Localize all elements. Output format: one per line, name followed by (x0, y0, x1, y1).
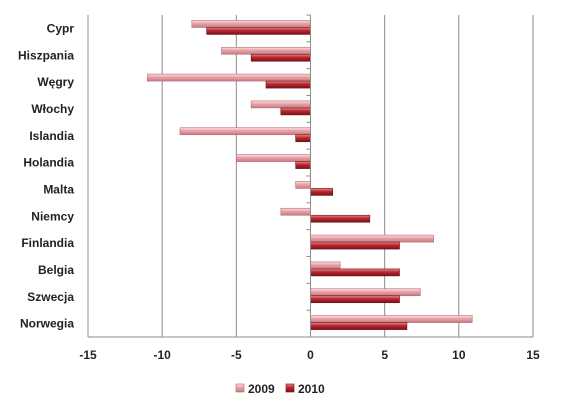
bar-2009-10 (310, 288, 421, 297)
bar-2010-3 (280, 107, 311, 116)
x-tick-label: -5 (231, 348, 242, 362)
bars (147, 20, 473, 330)
bar-2009-3 (250, 100, 311, 109)
x-tick-label: 10 (452, 348, 466, 362)
legend: 2009 2010 (235, 382, 325, 396)
legend-swatch-2009 (235, 383, 245, 393)
bar-2009-9 (310, 261, 341, 270)
category-label: Islandia (29, 129, 74, 143)
x-tick-label: 15 (526, 348, 540, 362)
bar-2010-10 (310, 295, 400, 304)
category-label: Węgry (37, 75, 74, 89)
bar-2009-8 (310, 234, 434, 243)
legend-label-2009: 2009 (248, 382, 275, 396)
x-tick-label: 0 (307, 348, 314, 362)
category-label: Belgia (38, 263, 74, 277)
x-tick-labels: -15 -10 -5 0 5 10 15 (79, 348, 540, 362)
bar-2010-4 (295, 134, 311, 143)
bar-2010-7 (310, 214, 371, 223)
gridlines (87, 15, 534, 337)
x-tick-label: 5 (381, 348, 388, 362)
bar-2010-0 (206, 27, 311, 35)
bar-2009-11 (310, 315, 473, 323)
category-label: Szwecja (27, 290, 74, 304)
category-label: Malta (43, 182, 74, 196)
bar-2010-5 (295, 161, 311, 169)
bar-2009-7 (280, 207, 311, 216)
bar-2010-9 (310, 268, 400, 277)
category-label: Włochy (31, 102, 74, 116)
x-tick-label: -15 (79, 348, 97, 362)
legend-swatch-2010 (285, 383, 295, 393)
bar-2010-1 (250, 53, 311, 62)
bar-2009-0 (191, 20, 311, 28)
bar-2009-2 (147, 73, 311, 82)
bar-2010-2 (265, 80, 311, 89)
legend-label-2010: 2010 (298, 382, 325, 396)
category-labels: Cypr Hiszpania Węgry Włochy Islandia Holandia… (18, 21, 74, 330)
bar-2010-6 (310, 188, 334, 196)
category-label: Hiszpania (18, 48, 74, 62)
bar-2009-4 (179, 127, 311, 136)
x-tick-label: -10 (153, 348, 171, 362)
bar-2009-1 (221, 46, 311, 55)
category-label: Finlandia (21, 236, 74, 250)
category-label: Holandia (23, 156, 74, 170)
bar-2010-11 (310, 322, 408, 330)
bar-2009-6 (295, 181, 311, 189)
axes (88, 14, 533, 338)
bar-2009-5 (236, 154, 311, 162)
category-label: Norwegia (20, 317, 74, 331)
category-label: Cypr (47, 21, 75, 35)
category-label: Niemcy (31, 209, 74, 223)
bar-2010-8 (310, 241, 400, 250)
